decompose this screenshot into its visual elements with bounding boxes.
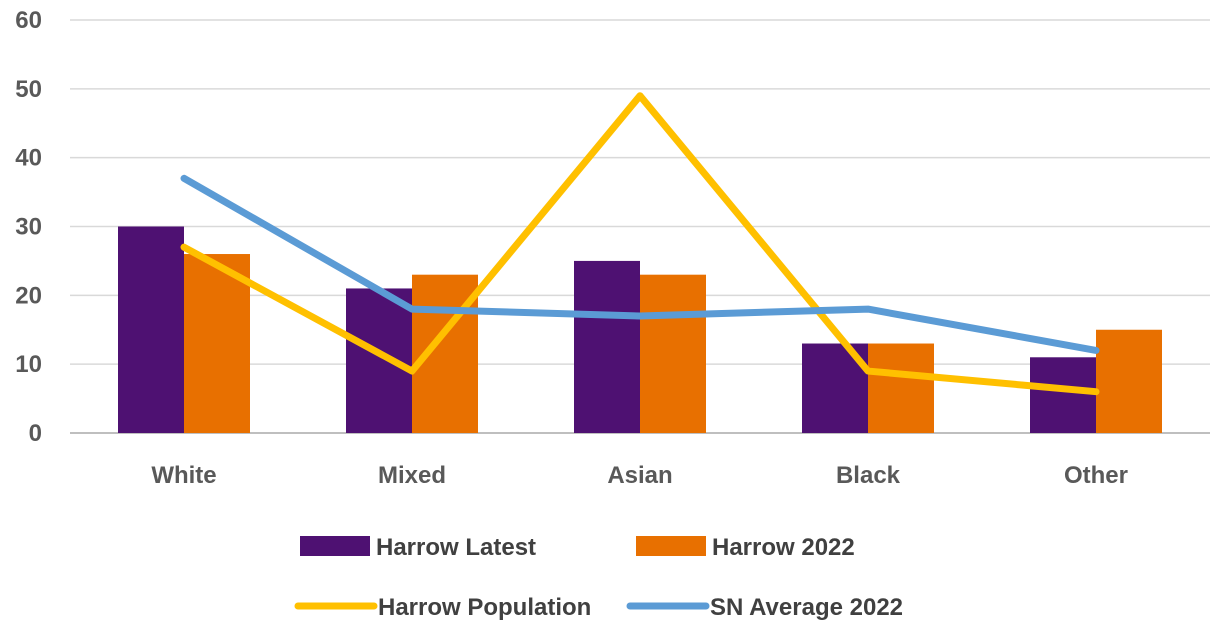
x-category-label: Other (1064, 462, 1128, 489)
x-category-label: Mixed (378, 462, 446, 489)
y-tick-label: 40 (15, 145, 42, 172)
legend-label: SN Average 2022 (710, 594, 903, 620)
legend-label: Harrow Latest (376, 534, 536, 561)
legend-label: Harrow Population (378, 594, 591, 620)
y-tick-label: 10 (15, 351, 42, 378)
gridlines (70, 19, 1210, 434)
y-tick-label: 30 (15, 214, 42, 241)
line-harrow-population (180, 92, 1100, 396)
bar-harrow-latest-white (118, 226, 184, 433)
bar-harrow-2022-asian (640, 274, 706, 433)
x-category-label: Asian (607, 462, 672, 489)
legend-label: Harrow 2022 (712, 534, 855, 561)
line-sn-average-2022 (180, 174, 1100, 354)
legend-item-harrow-2022: Harrow 2022 (636, 534, 855, 561)
legend-swatch (636, 536, 706, 556)
bar-series (118, 226, 1162, 433)
y-tick-label: 0 (29, 420, 42, 447)
y-tick-label: 60 (15, 7, 42, 34)
bar-harrow-2022-black (868, 343, 934, 433)
legend-item-harrow-population: Harrow Population (294, 594, 591, 621)
y-tick-label: 20 (15, 282, 42, 309)
legend-item-harrow-latest: Harrow Latest (300, 534, 536, 561)
legend: Harrow Latest Harrow 2022 Harrow Populatio… (294, 534, 903, 621)
bar-harrow-latest-asian (574, 260, 640, 433)
x-axis-category-labels: White Mixed Asian Black Other (151, 462, 1128, 489)
y-tick-label: 50 (15, 76, 42, 103)
bar-harrow-latest-other (1030, 357, 1096, 433)
line-series (180, 92, 1100, 396)
bar-harrow-2022-white (184, 254, 250, 433)
bar-harrow-latest-mixed (346, 288, 412, 433)
x-category-label: White (151, 462, 216, 489)
bar-harrow-2022-other (1096, 329, 1162, 433)
legend-item-sn-average-2022: SN Average 2022 (626, 594, 903, 621)
y-axis-tick-labels: 0 10 20 30 40 50 60 (15, 7, 42, 447)
x-category-label: Black (836, 462, 901, 489)
legend-swatch (300, 536, 370, 556)
